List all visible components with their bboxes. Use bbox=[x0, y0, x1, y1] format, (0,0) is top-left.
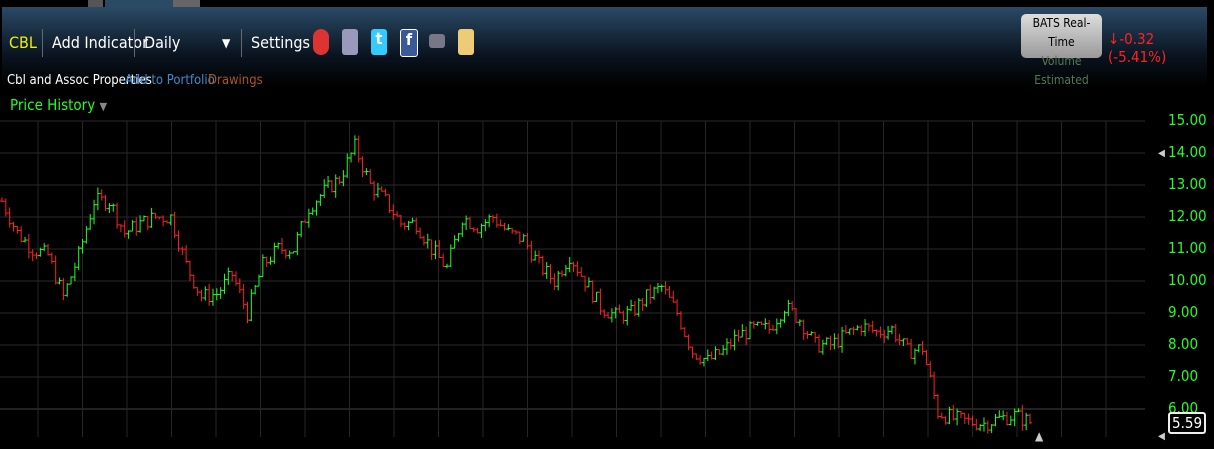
arrow-down-icon: ↓ bbox=[1108, 30, 1120, 48]
change-text: -0.32 (-5.41%) bbox=[1108, 30, 1167, 66]
y-tick-label: 10.00 bbox=[1168, 271, 1207, 289]
add-to-portfolio-link[interactable]: Add to Portfolio bbox=[125, 73, 215, 88]
chevron-down-icon[interactable]: ▼ bbox=[222, 36, 231, 50]
twitter-icon[interactable]: t bbox=[371, 29, 387, 55]
alarm-clock-icon[interactable] bbox=[313, 29, 329, 55]
y-tick-label: 12.00 bbox=[1168, 207, 1207, 225]
camera-icon[interactable] bbox=[429, 34, 445, 48]
y-tick-label: 9.00 bbox=[1168, 303, 1199, 321]
last-price-label: 5.59 bbox=[1168, 412, 1207, 434]
company-name: Cbl and Assoc Properties bbox=[7, 73, 152, 88]
y-tick-label: 13.00 bbox=[1168, 175, 1207, 193]
interval-select[interactable]: Daily bbox=[144, 33, 181, 52]
facebook-icon[interactable]: f bbox=[400, 29, 418, 57]
y-tick-label: 11.00 bbox=[1168, 239, 1207, 257]
badge-line1: BATS Real-Time bbox=[1032, 16, 1091, 49]
price-history-menu[interactable]: Price History ▼ bbox=[10, 96, 107, 114]
settings-button[interactable]: Settings bbox=[251, 33, 311, 52]
current-date-marker-icon[interactable]: ▲ bbox=[1035, 429, 1044, 443]
y-tick-label: 14.00 bbox=[1168, 143, 1207, 161]
y-tick-label: 7.00 bbox=[1168, 367, 1199, 385]
chevron-down-icon[interactable]: ▼ bbox=[99, 100, 108, 113]
y-tick-label: 8.00 bbox=[1168, 335, 1199, 353]
last-price-marker-icon: ◀ bbox=[1158, 431, 1165, 442]
price-change: ↓-0.32 (-5.41%) bbox=[1108, 30, 1214, 66]
panel-title: Price History bbox=[10, 96, 96, 114]
bats-realtime-badge: BATS Real-Time Volume Estimated bbox=[1021, 14, 1102, 87]
toolbar: CBL Add Indicator Daily ▼ Settings t f C… bbox=[2, 7, 1207, 88]
window-tabs bbox=[0, 0, 1214, 7]
add-indicator-button[interactable]: Add Indicator bbox=[52, 33, 149, 52]
badge-line2: Volume Estimated bbox=[1034, 54, 1089, 87]
database-icon[interactable] bbox=[342, 29, 358, 55]
high-marker-icon: ◀ bbox=[1158, 148, 1165, 159]
drawings-link[interactable]: Drawings bbox=[208, 73, 263, 88]
symbol[interactable]: CBL bbox=[9, 33, 37, 52]
y-tick-label: 15.00 bbox=[1168, 111, 1207, 129]
notepad-icon[interactable] bbox=[458, 29, 474, 55]
